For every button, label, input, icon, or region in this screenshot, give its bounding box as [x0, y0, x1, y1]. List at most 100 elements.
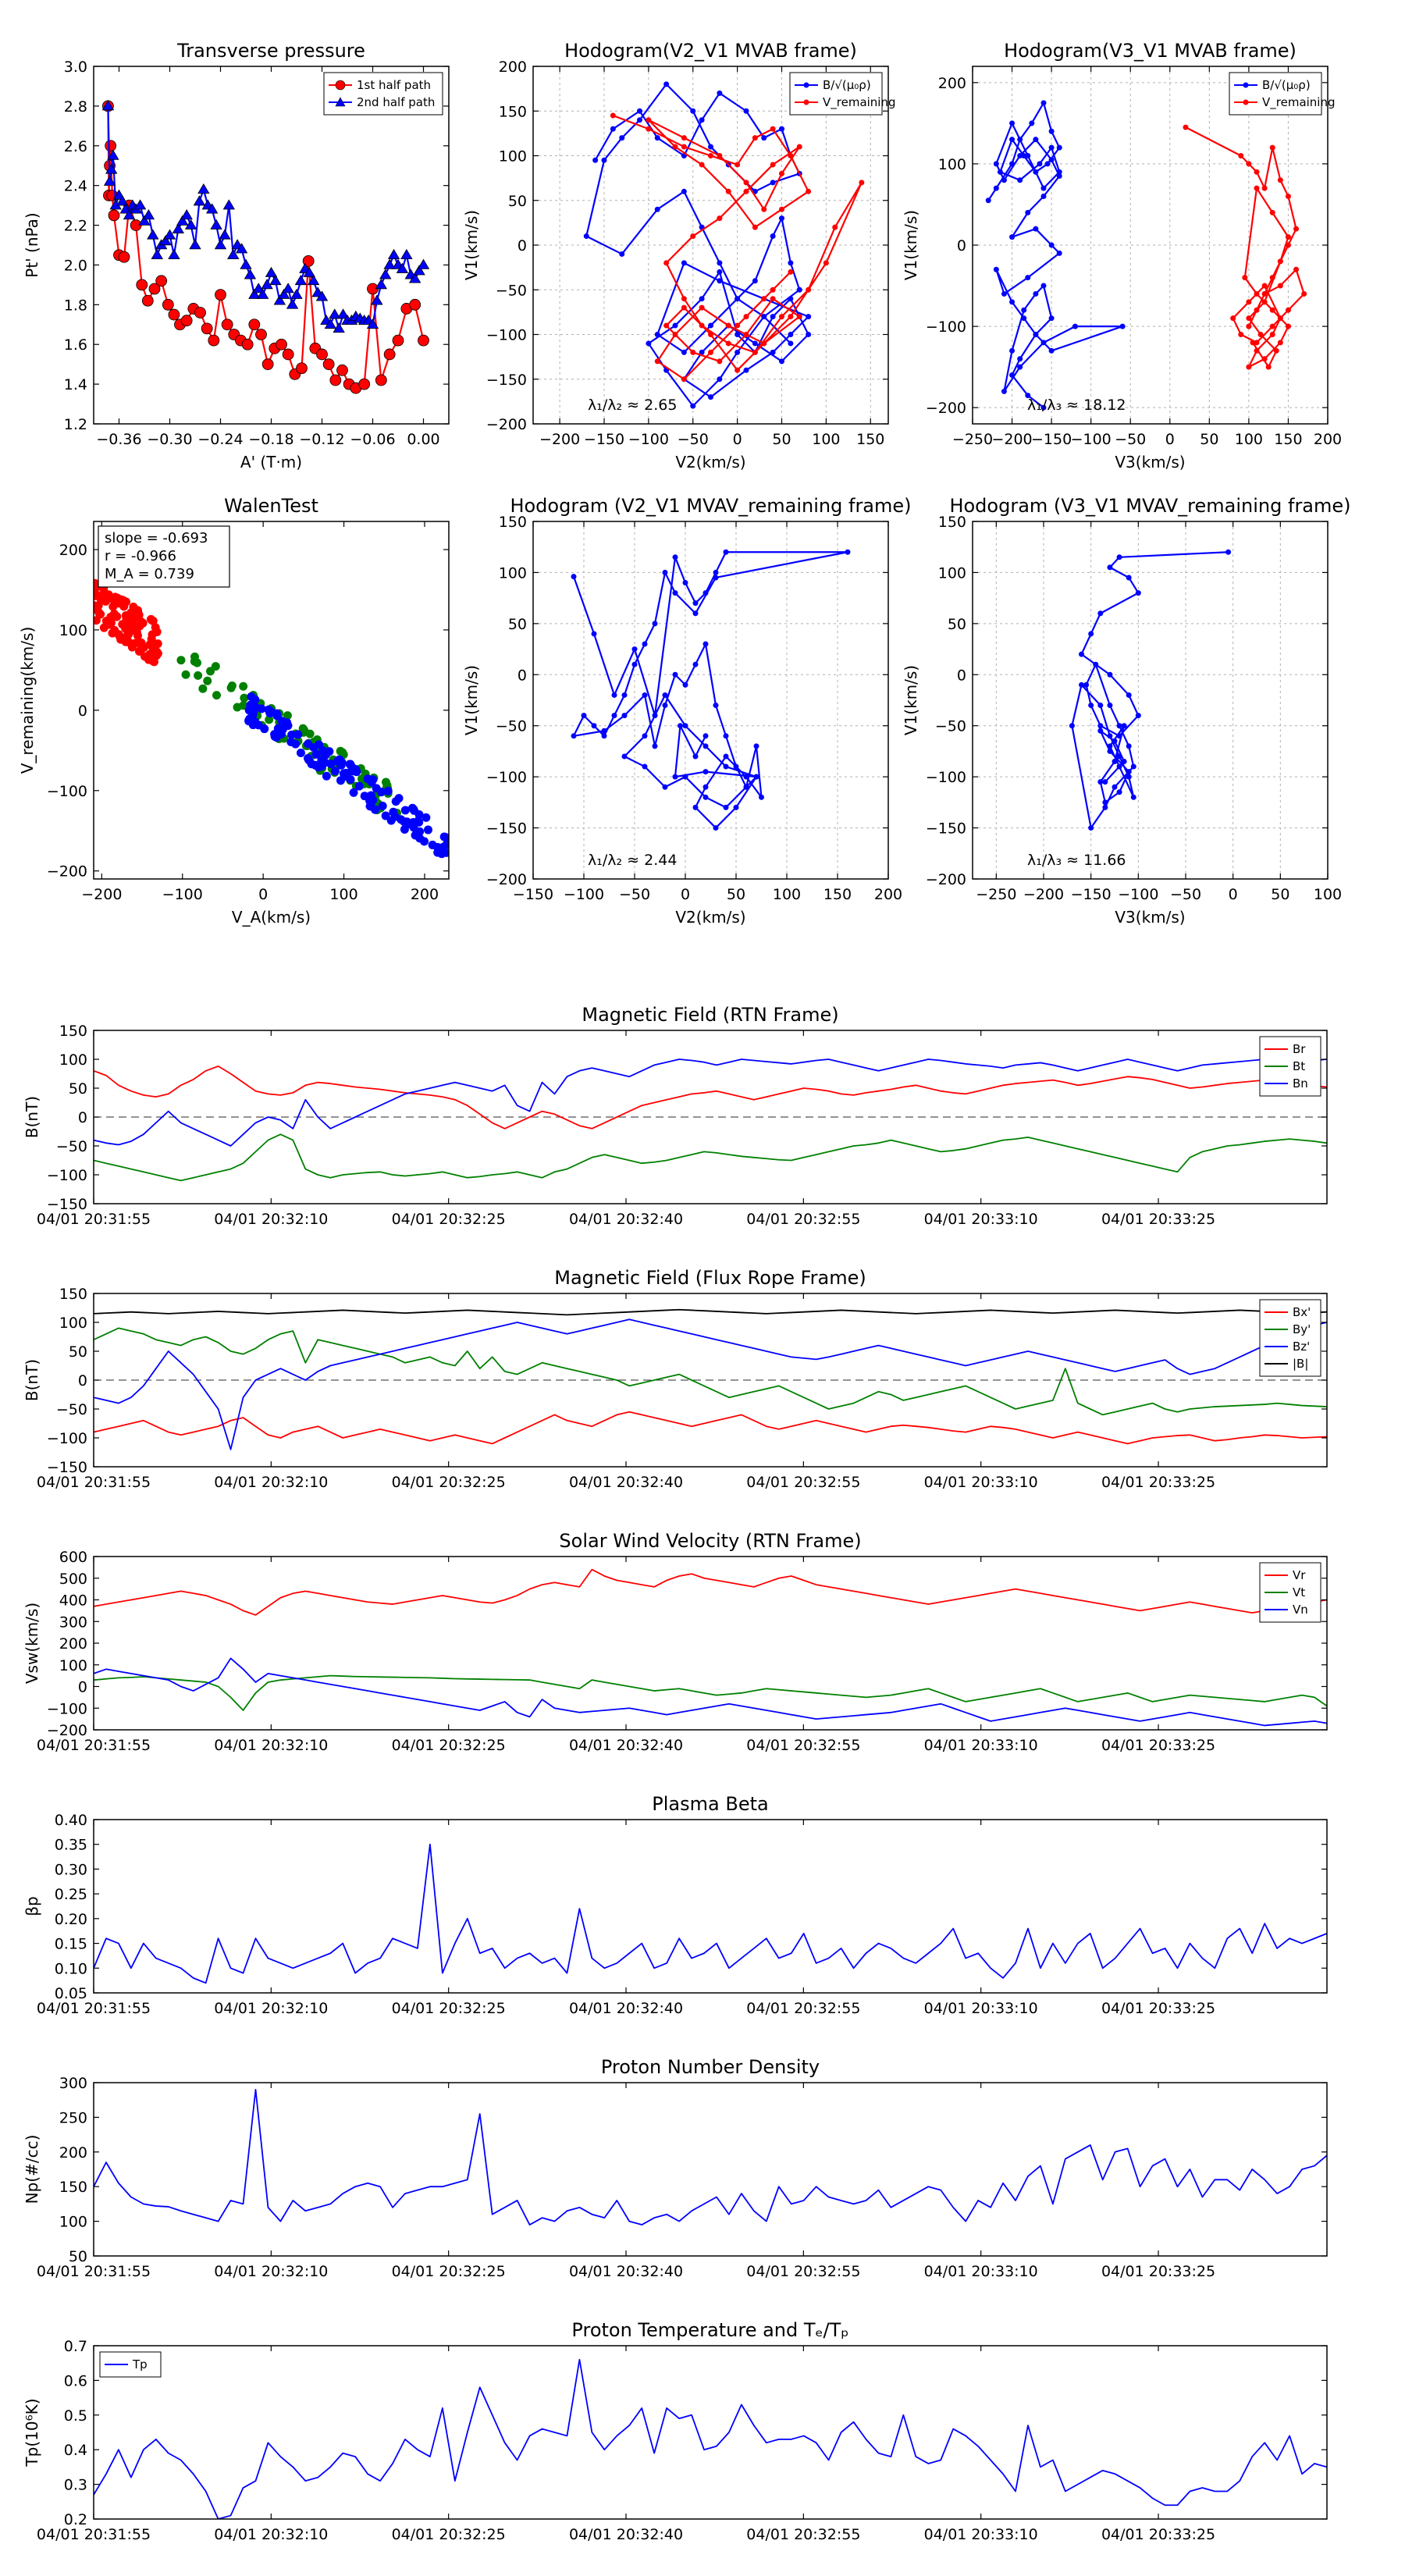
- data-point: [210, 219, 222, 229]
- data-point: [601, 728, 607, 734]
- legend-label: Vt: [1293, 1585, 1305, 1599]
- data-point: [1238, 153, 1244, 158]
- series-np: [94, 2088, 1327, 2226]
- x-tick-label: 04/01 20:33:10: [924, 1211, 1038, 1228]
- data-point: [1121, 723, 1127, 729]
- data-point: [248, 710, 258, 720]
- y-tick-label: 0.2: [64, 2511, 87, 2528]
- data-point: [699, 162, 705, 168]
- data-point: [172, 222, 185, 233]
- data-point: [1116, 733, 1122, 739]
- data-point: [396, 262, 409, 273]
- data-point: [733, 804, 739, 810]
- data-point: [708, 394, 713, 400]
- data-point: [96, 593, 105, 603]
- series-line: [94, 1318, 1327, 1450]
- y-axis-ticks: −200 −100 0 100 200: [926, 75, 1328, 417]
- data-point: [788, 269, 794, 275]
- data-point: [770, 296, 776, 302]
- data-point: [1116, 789, 1122, 795]
- data-point: [681, 188, 687, 194]
- chart-magnetic-field-rtn: Magnetic Field (RTN Frame) −150 −100 −50 0 50…: [23, 1004, 1328, 1228]
- data-point: [725, 188, 731, 194]
- x-tick-label: 04/01 20:33:25: [1101, 1474, 1215, 1491]
- data-point: [1048, 242, 1055, 248]
- data-point: [1254, 307, 1260, 313]
- data-point: [1246, 315, 1252, 322]
- data-point: [1056, 250, 1062, 256]
- series-line: [94, 1411, 1327, 1445]
- data-point: [107, 149, 119, 160]
- data-point: [652, 713, 658, 719]
- data-point: [371, 294, 383, 305]
- data-point: [1069, 723, 1075, 729]
- data-point: [583, 233, 589, 240]
- data-point: [197, 183, 210, 194]
- series-bz-: [94, 1318, 1327, 1450]
- data-point: [692, 600, 699, 607]
- plot-area: [94, 1843, 1327, 1984]
- data-point: [823, 260, 829, 266]
- axes-frame: [93, 1556, 1328, 1731]
- x-tick-label: 04/01 20:32:25: [392, 2526, 506, 2543]
- data-point: [692, 753, 699, 760]
- data-point: [1093, 661, 1099, 667]
- y-axis-ticks: −150 −100 −50 0 50 100 150: [47, 1023, 1327, 1213]
- data-point: [713, 703, 719, 709]
- data-point: [735, 367, 741, 373]
- y-tick-label: 100: [59, 1051, 87, 1069]
- data-point: [779, 314, 784, 320]
- series-vt: [94, 1674, 1327, 1711]
- data-point: [203, 676, 212, 685]
- x-axis-label: V_A(km/s): [232, 908, 311, 927]
- series-bx-: [94, 1411, 1327, 1445]
- plot-area: [94, 1308, 1327, 1450]
- y-tick-label: 2.4: [64, 178, 87, 195]
- walen-stats-box: slope = -0.693 r = -0.966 M_A = 0.739: [98, 525, 230, 588]
- data-point: [735, 332, 741, 337]
- data-point: [717, 90, 723, 96]
- y-tick-label: −50: [496, 282, 527, 299]
- axes-frame: [532, 521, 889, 880]
- data-point: [322, 358, 335, 371]
- data-point: [692, 610, 699, 617]
- x-tick-label: 04/01 20:33:10: [924, 1737, 1038, 1754]
- y-axis-label: Pt' (nPa): [23, 212, 41, 277]
- data-point: [1025, 393, 1031, 399]
- y-axis-label: B(nT): [23, 1359, 41, 1401]
- chart-walen-test: WalenTest −200 −100 0 100 200 −200 −100 0 100 200 V…: [18, 495, 450, 927]
- data-point: [1097, 610, 1104, 617]
- data-point: [662, 569, 668, 575]
- data-point: [1246, 323, 1252, 329]
- x-tick-label: 04/01 20:33:25: [1101, 2000, 1215, 2017]
- data-point: [148, 642, 157, 651]
- data-point: [248, 288, 261, 299]
- series-hodogram: [571, 549, 851, 831]
- data-point: [1257, 332, 1264, 337]
- chart-title: WalenTest: [224, 495, 318, 517]
- x-tick-label: −0.18: [248, 431, 293, 448]
- data-point: [663, 322, 670, 329]
- data-point: [1025, 209, 1031, 215]
- y-tick-label: 0.3: [64, 2477, 87, 2494]
- data-point: [702, 794, 709, 800]
- data-point: [702, 733, 709, 739]
- chart-hodogram-v3v1-mvab: Hodogram(V3_V1 MVAB frame) −200 −100 0 100 20…: [902, 40, 1342, 471]
- data-point: [672, 590, 678, 596]
- data-point: [1009, 299, 1016, 305]
- data-point: [642, 692, 648, 698]
- data-point: [1009, 120, 1016, 126]
- data-point: [417, 258, 430, 269]
- data-point: [1277, 315, 1283, 322]
- data-point: [621, 692, 628, 698]
- data-point: [322, 750, 331, 760]
- x-tick-label: 04/01 20:32:40: [569, 2263, 683, 2280]
- data-point: [796, 314, 802, 320]
- legend: B/√(μ₀ρ) V_remaining: [1229, 72, 1336, 116]
- x-tick-label: −150: [1071, 886, 1112, 903]
- data-point: [662, 784, 668, 790]
- data-point: [770, 349, 776, 355]
- y-tick-label: −100: [47, 1700, 87, 1717]
- data-point: [1135, 590, 1141, 596]
